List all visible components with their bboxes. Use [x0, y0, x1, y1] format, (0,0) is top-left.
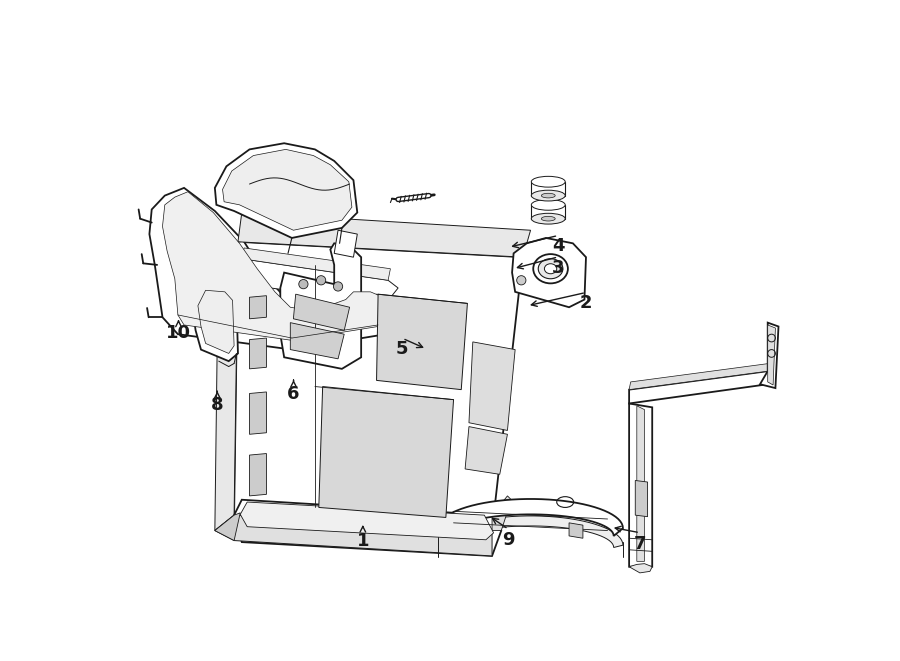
Polygon shape	[149, 188, 400, 350]
Text: 6: 6	[287, 385, 300, 403]
Text: 2: 2	[580, 294, 592, 312]
Polygon shape	[768, 325, 776, 385]
Polygon shape	[629, 371, 768, 403]
Text: 7: 7	[634, 535, 646, 553]
Polygon shape	[215, 515, 492, 556]
Polygon shape	[163, 192, 391, 340]
Text: 3: 3	[552, 258, 564, 277]
Text: 8: 8	[211, 396, 223, 414]
Circle shape	[317, 276, 326, 285]
Polygon shape	[234, 500, 501, 556]
Polygon shape	[192, 284, 238, 361]
Circle shape	[299, 280, 308, 289]
Ellipse shape	[544, 264, 557, 274]
Polygon shape	[215, 513, 240, 541]
Ellipse shape	[531, 200, 565, 210]
Text: 1: 1	[356, 533, 369, 551]
Polygon shape	[469, 342, 515, 430]
Polygon shape	[293, 294, 349, 330]
Polygon shape	[249, 453, 266, 496]
Polygon shape	[635, 481, 648, 517]
Polygon shape	[198, 290, 234, 354]
Ellipse shape	[531, 176, 565, 187]
Polygon shape	[215, 143, 357, 238]
Polygon shape	[291, 323, 344, 359]
Polygon shape	[629, 564, 652, 573]
Polygon shape	[492, 496, 511, 531]
Polygon shape	[334, 230, 357, 257]
Polygon shape	[242, 248, 391, 280]
Circle shape	[517, 276, 526, 285]
Ellipse shape	[541, 193, 555, 198]
Ellipse shape	[531, 190, 565, 201]
Polygon shape	[240, 502, 493, 540]
Ellipse shape	[531, 214, 565, 224]
Polygon shape	[234, 242, 523, 531]
Polygon shape	[569, 523, 583, 538]
Polygon shape	[376, 294, 467, 389]
Polygon shape	[280, 243, 361, 369]
Polygon shape	[319, 387, 454, 518]
Polygon shape	[249, 392, 266, 434]
Polygon shape	[629, 364, 770, 389]
Polygon shape	[249, 295, 266, 319]
Text: 10: 10	[166, 324, 191, 342]
Text: 4: 4	[552, 237, 564, 255]
Polygon shape	[531, 182, 565, 196]
Polygon shape	[438, 499, 623, 536]
Ellipse shape	[533, 254, 568, 284]
Polygon shape	[242, 258, 398, 303]
Polygon shape	[629, 403, 652, 566]
Polygon shape	[238, 213, 530, 257]
Ellipse shape	[541, 216, 555, 221]
Polygon shape	[512, 238, 586, 307]
Polygon shape	[249, 338, 266, 369]
Polygon shape	[531, 205, 565, 219]
Text: 9: 9	[502, 531, 515, 549]
Text: 5: 5	[396, 340, 409, 358]
Polygon shape	[438, 516, 623, 547]
Circle shape	[333, 282, 343, 291]
Polygon shape	[215, 226, 238, 531]
Polygon shape	[222, 149, 352, 230]
Polygon shape	[465, 426, 508, 475]
Polygon shape	[760, 323, 778, 388]
Polygon shape	[637, 406, 644, 561]
Ellipse shape	[538, 258, 562, 279]
